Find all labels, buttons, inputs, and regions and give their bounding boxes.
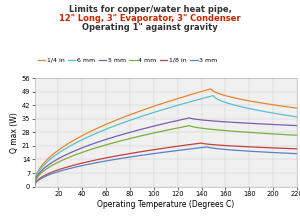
- 4 mm: [290, 134, 293, 136]
- 6 mm: [212, 94, 215, 97]
- 6 mm: [159, 109, 163, 112]
- 1/4 in: [175, 98, 178, 100]
- Line: 3 mm: 3 mm: [34, 147, 297, 186]
- 6 mm: [290, 115, 293, 117]
- 3 mm: [175, 149, 178, 152]
- 4 mm: [159, 130, 163, 133]
- 4 mm: [175, 127, 178, 130]
- Text: 12" Long, 3" Evaporator, 3" Condenser: 12" Long, 3" Evaporator, 3" Condenser: [59, 14, 241, 23]
- 1/8 in: [175, 145, 178, 148]
- Y-axis label: Q max (W): Q max (W): [10, 112, 19, 153]
- 6 mm: [189, 100, 193, 103]
- 5 mm: [295, 124, 299, 127]
- 6 mm: [158, 109, 161, 112]
- 6 mm: [295, 116, 299, 118]
- 6 mm: [175, 104, 178, 107]
- 5 mm: [159, 123, 163, 126]
- 3 mm: [159, 151, 163, 154]
- 1/4 in: [158, 103, 161, 106]
- 1/8 in: [295, 148, 299, 150]
- 5 mm: [248, 122, 252, 125]
- 1/8 in: [159, 147, 163, 150]
- 1/8 in: [158, 148, 161, 150]
- Text: Limits for copper/water heat pipe,: Limits for copper/water heat pipe,: [69, 5, 231, 14]
- Legend: 1/4 in, 6 mm, 5 mm, 4 mm, 1/8 in, 3 mm: 1/4 in, 6 mm, 5 mm, 4 mm, 1/8 in, 3 mm: [38, 57, 218, 63]
- 3 mm: [33, 185, 36, 187]
- 4 mm: [248, 131, 252, 134]
- 1/4 in: [295, 107, 299, 109]
- 4 mm: [158, 130, 161, 133]
- 3 mm: [295, 152, 299, 155]
- 5 mm: [175, 119, 178, 122]
- Text: Operating 1" against gravity: Operating 1" against gravity: [82, 23, 218, 32]
- 1/4 in: [33, 182, 36, 185]
- 3 mm: [189, 148, 193, 150]
- 3 mm: [205, 146, 209, 148]
- 1/4 in: [189, 93, 193, 96]
- 4 mm: [190, 125, 193, 128]
- 5 mm: [158, 123, 161, 126]
- 1/4 in: [209, 88, 212, 90]
- 1/8 in: [200, 142, 203, 144]
- 4 mm: [188, 124, 191, 127]
- 1/4 in: [248, 100, 252, 102]
- 1/4 in: [159, 103, 163, 105]
- 3 mm: [248, 150, 252, 153]
- Line: 6 mm: 6 mm: [34, 95, 297, 184]
- 3 mm: [290, 152, 293, 155]
- 1/8 in: [248, 146, 252, 148]
- Line: 1/4 in: 1/4 in: [34, 89, 297, 184]
- 5 mm: [33, 184, 36, 186]
- 4 mm: [33, 184, 36, 187]
- X-axis label: Operating Temperature (Degrees C): Operating Temperature (Degrees C): [97, 200, 234, 209]
- 5 mm: [188, 117, 191, 119]
- 1/8 in: [189, 143, 193, 146]
- Line: 4 mm: 4 mm: [34, 126, 297, 186]
- 5 mm: [190, 117, 193, 120]
- 1/8 in: [33, 185, 36, 187]
- 3 mm: [158, 151, 161, 154]
- 6 mm: [33, 183, 36, 186]
- Line: 5 mm: 5 mm: [34, 118, 297, 185]
- 4 mm: [295, 134, 299, 136]
- Line: 1/8 in: 1/8 in: [34, 143, 297, 186]
- 6 mm: [248, 107, 252, 110]
- 5 mm: [290, 124, 293, 127]
- 1/4 in: [290, 106, 293, 109]
- 1/8 in: [290, 147, 293, 150]
